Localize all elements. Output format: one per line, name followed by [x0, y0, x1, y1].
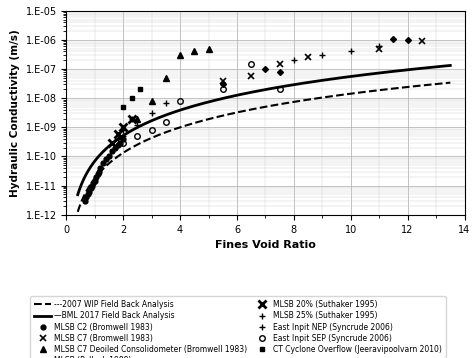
X-axis label: Fines Void Ratio: Fines Void Ratio [215, 240, 316, 250]
Y-axis label: Hydraulic Conductivity (m/s): Hydraulic Conductivity (m/s) [10, 29, 20, 197]
Legend: ---2007 WIP Field Back Analysis, —BML 2017 Field Back Analysis, MLSB C2 (Bromwel: ---2007 WIP Field Back Analysis, —BML 20… [30, 296, 446, 358]
